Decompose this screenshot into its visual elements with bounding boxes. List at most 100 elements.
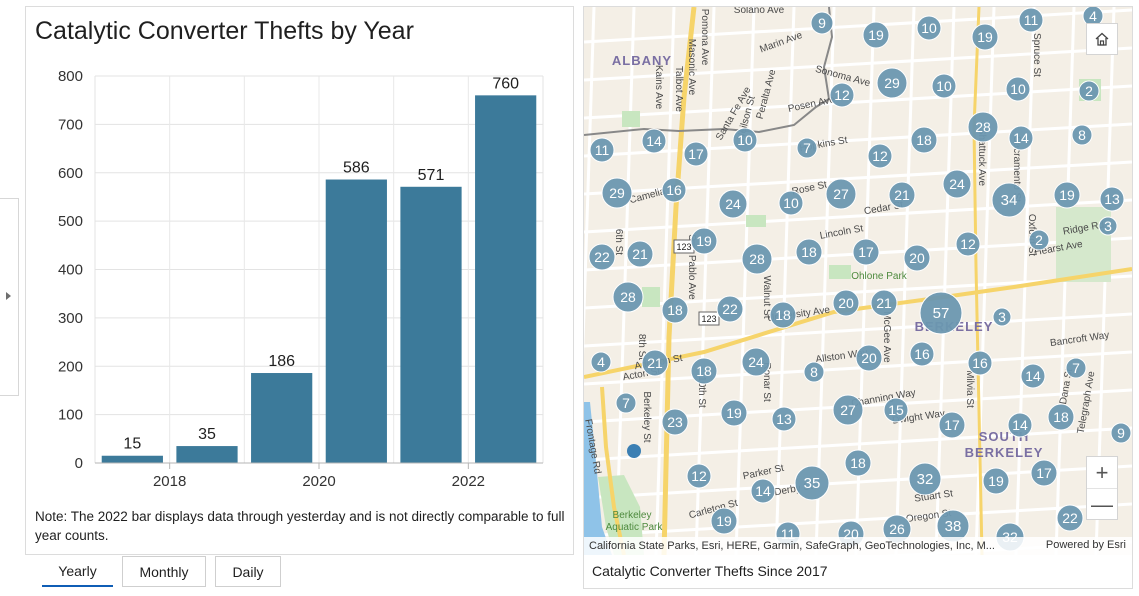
cluster-marker[interactable]	[883, 397, 909, 423]
cluster-marker[interactable]	[967, 111, 999, 143]
cluster-marker[interactable]	[612, 281, 644, 313]
bar-2022[interactable]	[475, 95, 537, 463]
cluster-marker[interactable]	[919, 291, 963, 335]
cluster-count: 28	[975, 119, 991, 135]
cluster-marker[interactable]	[1110, 422, 1132, 444]
cluster-marker[interactable]	[832, 289, 860, 317]
cluster-marker[interactable]	[720, 399, 748, 427]
cluster-count: 10	[921, 20, 937, 36]
cluster-marker[interactable]	[991, 182, 1027, 218]
cluster-marker[interactable]	[601, 177, 633, 209]
cluster-marker[interactable]	[641, 128, 667, 154]
tab-daily[interactable]: Daily	[215, 556, 281, 587]
cluster-marker[interactable]	[1078, 80, 1100, 102]
cluster-marker[interactable]	[1053, 181, 1081, 209]
cluster-marker[interactable]	[982, 467, 1010, 495]
cluster-marker[interactable]	[870, 289, 898, 317]
cluster-marker[interactable]	[686, 463, 712, 489]
cluster-marker[interactable]	[852, 238, 880, 266]
cluster-marker[interactable]	[1007, 412, 1033, 438]
cluster-marker[interactable]	[795, 238, 823, 266]
cluster-marker[interactable]	[1030, 459, 1058, 487]
cluster-marker[interactable]	[910, 126, 938, 154]
cluster-marker[interactable]	[1071, 124, 1093, 146]
cluster-marker[interactable]	[916, 15, 942, 41]
zoom-out-button[interactable]: —	[1091, 491, 1113, 517]
cluster-marker[interactable]	[832, 394, 864, 426]
tab-monthly[interactable]: Monthly	[122, 556, 206, 587]
cluster-marker[interactable]	[810, 11, 834, 35]
street-label: 10th St	[696, 376, 707, 408]
bar-2021[interactable]	[400, 186, 462, 463]
cluster-marker[interactable]	[825, 178, 857, 210]
cluster-marker[interactable]	[771, 406, 797, 432]
cluster-marker[interactable]	[732, 127, 758, 153]
cluster-marker[interactable]	[661, 408, 689, 436]
cluster-marker[interactable]	[931, 73, 957, 99]
cluster-marker[interactable]	[955, 231, 981, 257]
cluster-marker[interactable]	[710, 507, 738, 535]
cluster-marker[interactable]	[908, 462, 942, 496]
cluster-marker[interactable]	[641, 349, 669, 377]
cluster-marker[interactable]	[741, 347, 771, 377]
cluster-marker[interactable]	[690, 357, 718, 385]
bar-2017[interactable]	[101, 455, 163, 463]
bar-2019[interactable]	[251, 373, 313, 463]
cluster-marker[interactable]	[1056, 504, 1084, 532]
cluster-marker[interactable]	[1098, 216, 1118, 236]
cluster-marker[interactable]	[867, 143, 893, 169]
location-marker[interactable]	[627, 444, 641, 458]
cluster-marker[interactable]	[938, 411, 966, 439]
cluster-marker[interactable]	[661, 296, 689, 324]
bar-2020[interactable]	[325, 179, 387, 463]
cluster-marker[interactable]	[862, 21, 890, 49]
cluster-marker[interactable]	[844, 449, 872, 477]
home-button[interactable]	[1086, 23, 1118, 55]
cluster-marker[interactable]	[1065, 357, 1087, 379]
tab-yearly[interactable]: Yearly	[42, 556, 113, 587]
map-canvas[interactable]: ALBANYBERKELEYSOUTHBERKELEYOhlone ParkBe…	[584, 7, 1132, 555]
cluster-marker[interactable]	[626, 240, 654, 268]
cluster-count: 15	[888, 402, 904, 418]
cluster-marker[interactable]	[690, 227, 718, 255]
cluster-marker[interactable]	[683, 141, 709, 167]
cluster-marker[interactable]	[589, 137, 615, 163]
cluster-marker[interactable]	[741, 243, 773, 275]
cluster-marker[interactable]	[590, 351, 612, 373]
cluster-marker[interactable]	[661, 177, 687, 203]
cluster-count: 19	[977, 29, 993, 45]
cluster-marker[interactable]	[903, 244, 931, 272]
bar-2018[interactable]	[176, 446, 238, 463]
cluster-marker[interactable]	[588, 243, 616, 271]
cluster-marker[interactable]	[942, 169, 972, 199]
cluster-marker[interactable]	[769, 301, 797, 329]
cluster-marker[interactable]	[1020, 363, 1046, 389]
side-panel-toggle[interactable]	[0, 198, 19, 396]
cluster-marker[interactable]	[1018, 7, 1044, 33]
cluster-marker[interactable]	[615, 392, 637, 414]
cluster-marker[interactable]	[803, 361, 825, 383]
cluster-marker[interactable]	[750, 478, 776, 504]
cluster-marker[interactable]	[971, 23, 999, 51]
cluster-marker[interactable]	[1047, 403, 1075, 431]
cluster-marker[interactable]	[718, 189, 748, 219]
data-label: 186	[268, 353, 295, 370]
zoom-in-button[interactable]: +	[1087, 457, 1117, 489]
cluster-marker[interactable]	[716, 295, 744, 323]
cluster-marker[interactable]	[1028, 229, 1050, 251]
powered-by-esri[interactable]: Powered by Esri	[1045, 539, 1126, 551]
cluster-marker[interactable]	[967, 350, 993, 376]
cluster-marker[interactable]	[778, 190, 804, 216]
cluster-marker[interactable]	[796, 137, 818, 159]
cluster-marker[interactable]	[909, 341, 935, 367]
cluster-marker[interactable]	[1008, 125, 1034, 151]
cluster-marker[interactable]	[794, 465, 830, 501]
map-view[interactable]: ALBANYBERKELEYSOUTHBERKELEYOhlone ParkBe…	[584, 7, 1132, 555]
cluster-marker[interactable]	[855, 344, 883, 372]
cluster-marker[interactable]	[876, 67, 908, 99]
cluster-marker[interactable]	[888, 181, 916, 209]
cluster-marker[interactable]	[1005, 76, 1031, 102]
cluster-marker[interactable]	[1099, 186, 1125, 212]
cluster-marker[interactable]	[992, 307, 1012, 327]
cluster-marker[interactable]	[829, 82, 855, 108]
